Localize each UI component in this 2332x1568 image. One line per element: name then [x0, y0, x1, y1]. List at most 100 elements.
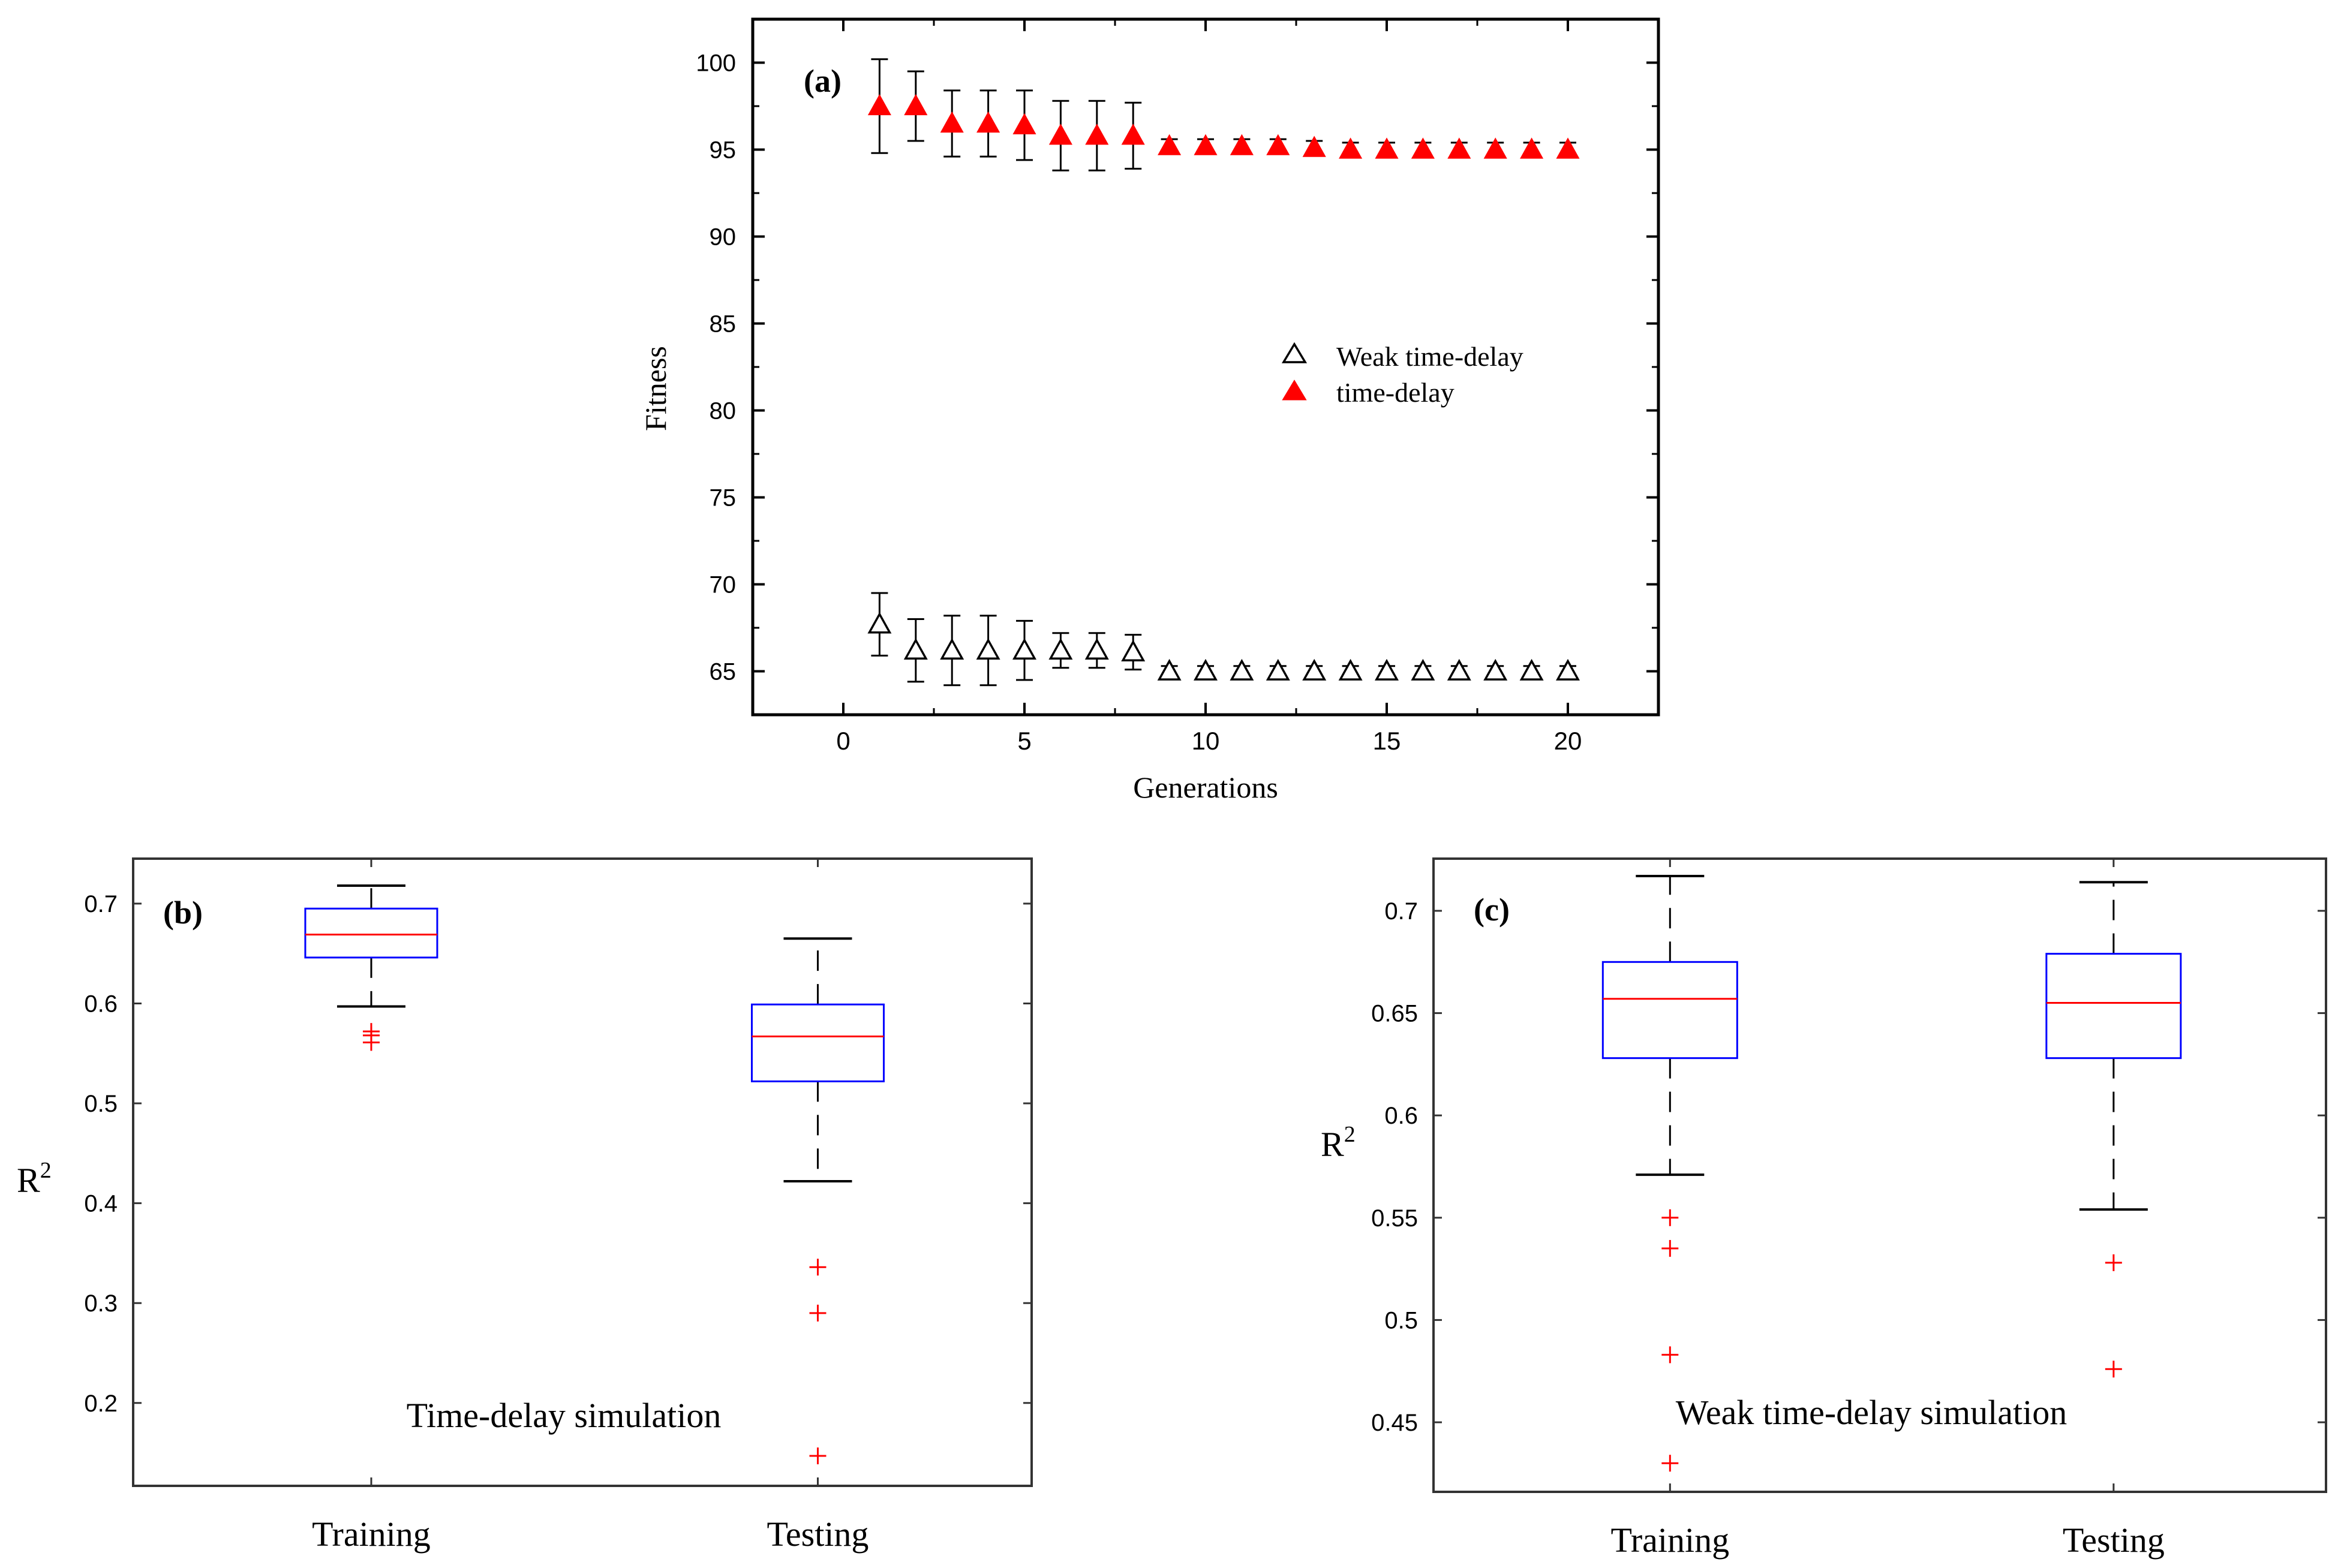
panel-b-tick-labels: 0.2 0.3 0.4 0.5 0.6 0.7 Training Testing — [84, 891, 869, 1554]
y-tick-label: 0.5 — [1384, 1307, 1418, 1334]
y-tick-label: 0.7 — [84, 891, 118, 917]
point-marker — [1194, 658, 1218, 681]
panel-c-annotation: Weak time-delay simulation — [1676, 1393, 2067, 1432]
panel-c-boxes — [1601, 875, 2182, 1472]
panel-b-label: (b) — [163, 895, 203, 931]
x-tick-label-training: Training — [312, 1515, 431, 1554]
panel-a-x-axis-title: Generations — [1133, 771, 1278, 804]
panel-c-plot-frame — [1432, 857, 2327, 1493]
panel-a-series — [867, 58, 1580, 687]
point-marker — [1266, 134, 1290, 155]
interquartile-box — [304, 907, 438, 959]
y-tick-label: 0.55 — [1371, 1205, 1418, 1232]
point-marker — [1447, 658, 1471, 681]
y-tick-label: 65 — [710, 659, 737, 685]
point-marker — [1520, 137, 1544, 159]
point-marker — [940, 638, 964, 660]
point-marker — [1230, 658, 1254, 681]
point-marker — [1266, 658, 1290, 681]
x-tick-label-training: Training — [1610, 1521, 1729, 1560]
y-tick-label: 0.7 — [1384, 898, 1418, 925]
interquartile-box — [2045, 953, 2182, 1060]
y-tick-label: 75 — [710, 485, 737, 511]
y-tick-label: 0.3 — [84, 1290, 118, 1317]
x-tick-label: 10 — [1192, 727, 1220, 755]
panel-c-y-axis-title: R2 — [1321, 1122, 1356, 1164]
point-marker — [867, 612, 892, 634]
panel-a-legend: Weak time-delay time-delay — [1281, 341, 1523, 408]
box-testing — [2045, 881, 2182, 1378]
panel-b-boxes — [304, 884, 885, 1465]
y-tick-label: 0.6 — [1384, 1103, 1418, 1129]
point-marker — [903, 638, 928, 660]
point-marker — [1012, 638, 1036, 660]
y-tick-label: 0.45 — [1371, 1410, 1418, 1436]
point-marker — [1085, 124, 1109, 145]
point-marker — [940, 111, 964, 133]
panel-c-tick-labels: 0.45 0.5 0.55 0.6 0.65 0.7 Training Testing — [1371, 898, 2165, 1560]
point-marker — [1375, 137, 1399, 159]
legend-weak-time-delay-label: Weak time-delay — [1336, 341, 1523, 372]
y-tick-label: 80 — [710, 398, 737, 425]
point-marker — [1121, 124, 1145, 145]
point-marker — [1158, 134, 1182, 155]
point-marker — [1084, 638, 1109, 660]
panel-c-weak-time-delay-boxplot: 0.45 0.5 0.55 0.6 0.65 0.7 Training Testing (c)… — [1321, 857, 2327, 1560]
point-marker — [1048, 124, 1072, 145]
y-tick-label: 0.5 — [84, 1091, 118, 1117]
point-marker — [1483, 137, 1507, 159]
point-marker — [1447, 137, 1471, 159]
point-marker — [1375, 658, 1399, 681]
y-tick-label: 90 — [710, 224, 737, 251]
point-marker — [904, 94, 928, 116]
point-marker — [1339, 137, 1363, 159]
point-marker — [1411, 137, 1435, 159]
panel-b-axis-ticks — [133, 859, 1032, 1486]
y-tick-label: 0.2 — [84, 1391, 118, 1417]
panel-b-y-axis-title: R2 — [17, 1158, 52, 1200]
point-marker — [1012, 113, 1036, 134]
legend-time-delay-marker — [1282, 380, 1307, 401]
panel-b-time-delay-boxplot: 0.2 0.3 0.4 0.5 0.6 0.7 Training Testing (b) Ti… — [17, 857, 1033, 1554]
y-tick-label: 0.65 — [1371, 1001, 1418, 1027]
panel-a-axis-ticks — [752, 18, 1660, 716]
series-time-delay — [867, 58, 1580, 171]
x-tick-label-testing: Testing — [2063, 1521, 2165, 1560]
point-marker — [1483, 658, 1508, 681]
y-tick-label: 85 — [710, 311, 737, 338]
point-marker — [1302, 136, 1326, 157]
box-training — [304, 884, 438, 1051]
interquartile-box — [1601, 961, 1738, 1060]
y-tick-label: 70 — [710, 572, 737, 598]
y-tick-label: 0.4 — [84, 1191, 118, 1217]
point-marker — [1411, 658, 1435, 681]
point-marker — [1194, 134, 1218, 155]
point-marker — [1556, 137, 1580, 159]
point-marker — [1157, 658, 1182, 681]
point-marker — [1048, 638, 1073, 660]
point-marker — [867, 94, 891, 116]
legend-time-delay-label: time-delay — [1336, 377, 1455, 408]
box-training — [1601, 875, 1738, 1472]
point-marker — [976, 111, 1000, 133]
interquartile-box — [750, 1003, 885, 1082]
panel-a-y-axis-title: Fitness — [639, 346, 672, 431]
panel-a-label: (a) — [804, 63, 842, 99]
panel-b-annotation: Time-delay simulation — [407, 1396, 722, 1435]
panel-b-plot-frame — [132, 857, 1033, 1487]
point-marker — [1556, 658, 1580, 681]
panel-c-label: (c) — [1474, 892, 1510, 928]
point-marker — [1302, 658, 1327, 681]
panel-c-axis-ticks — [1434, 859, 2326, 1492]
x-tick-label-testing: Testing — [767, 1515, 869, 1554]
x-tick-label: 15 — [1373, 727, 1401, 755]
box-testing — [750, 937, 885, 1465]
point-marker — [1338, 658, 1363, 681]
legend-weak-time-delay-marker — [1281, 342, 1308, 363]
point-marker — [1519, 658, 1544, 681]
point-marker — [976, 638, 1000, 660]
panel-a-tick-labels: 0 5 10 15 20 65 70 75 80 85 90 95 100 — [696, 50, 1582, 756]
x-tick-label: 5 — [1017, 727, 1031, 755]
